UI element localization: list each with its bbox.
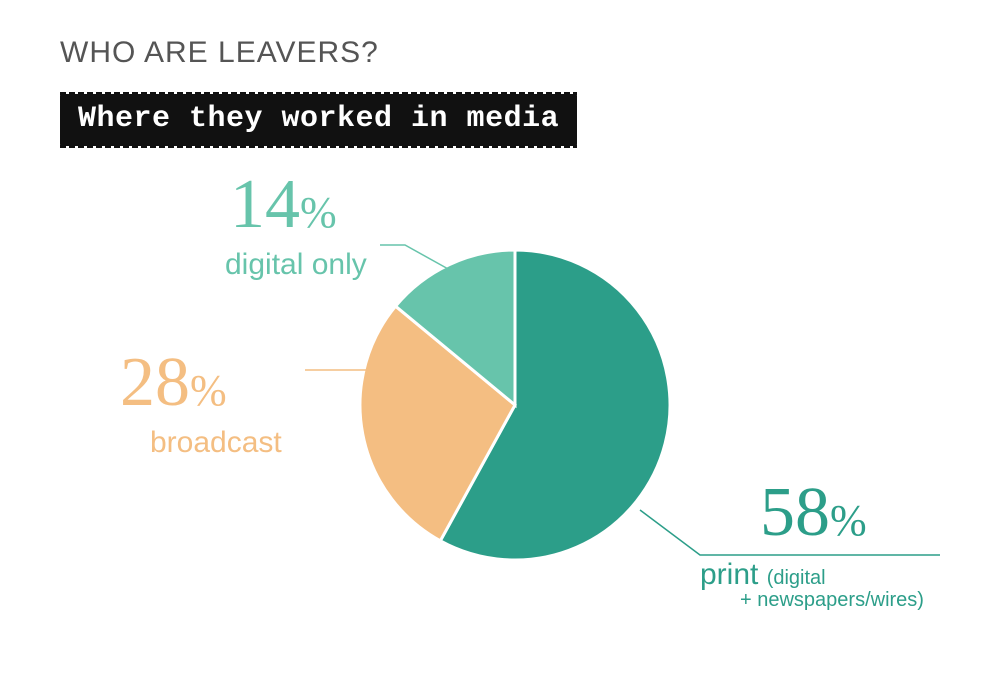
broadcast-pct: 28 [120, 344, 190, 421]
label-digital: 14% [230, 170, 337, 240]
digital-pct: 14 [230, 166, 300, 243]
digital-main: digital only [225, 248, 367, 281]
print-pct-sign: % [830, 496, 867, 545]
digital-pct-sign: % [300, 188, 337, 237]
print-pct: 58 [760, 474, 830, 551]
pie-chart [360, 250, 670, 560]
label-print-text: print (digital + newspapers/wires) [700, 560, 924, 610]
label-broadcast-text: broadcast [150, 428, 282, 458]
print-sub1: (digital [767, 567, 826, 589]
label-print: 58% [760, 478, 867, 548]
pie-svg [360, 250, 670, 560]
broadcast-main: broadcast [150, 426, 282, 459]
label-digital-text: digital only [225, 250, 367, 280]
broadcast-pct-sign: % [190, 366, 227, 415]
label-broadcast: 28% [120, 348, 227, 418]
page-title: WHO ARE LEAVERS? [60, 36, 379, 70]
print-sub2: + newspapers/wires) [700, 589, 924, 611]
subtitle-banner: Where they worked in media [60, 94, 577, 146]
print-main: print [700, 558, 767, 591]
